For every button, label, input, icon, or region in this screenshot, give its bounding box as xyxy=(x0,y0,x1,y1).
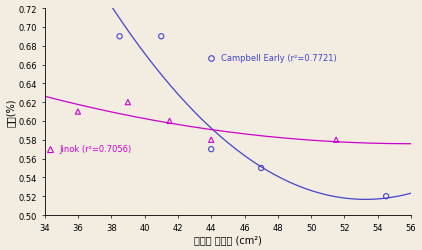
Point xyxy=(383,194,390,198)
Point xyxy=(166,120,173,124)
Point xyxy=(75,110,81,114)
Text: Jinok (r²=0.7056): Jinok (r²=0.7056) xyxy=(59,145,132,154)
Point xyxy=(158,35,165,39)
Text: Campbell Early (r²=0.7721): Campbell Early (r²=0.7721) xyxy=(221,54,336,63)
Point xyxy=(208,138,214,142)
X-axis label: 과립당 엽면적 (cm²): 과립당 엽면적 (cm²) xyxy=(194,234,262,244)
Point xyxy=(333,138,340,142)
Point xyxy=(258,166,265,170)
Point xyxy=(116,35,123,39)
Point xyxy=(208,148,214,152)
Y-axis label: 산도(%): 산도(%) xyxy=(5,98,16,126)
Point xyxy=(124,101,131,105)
